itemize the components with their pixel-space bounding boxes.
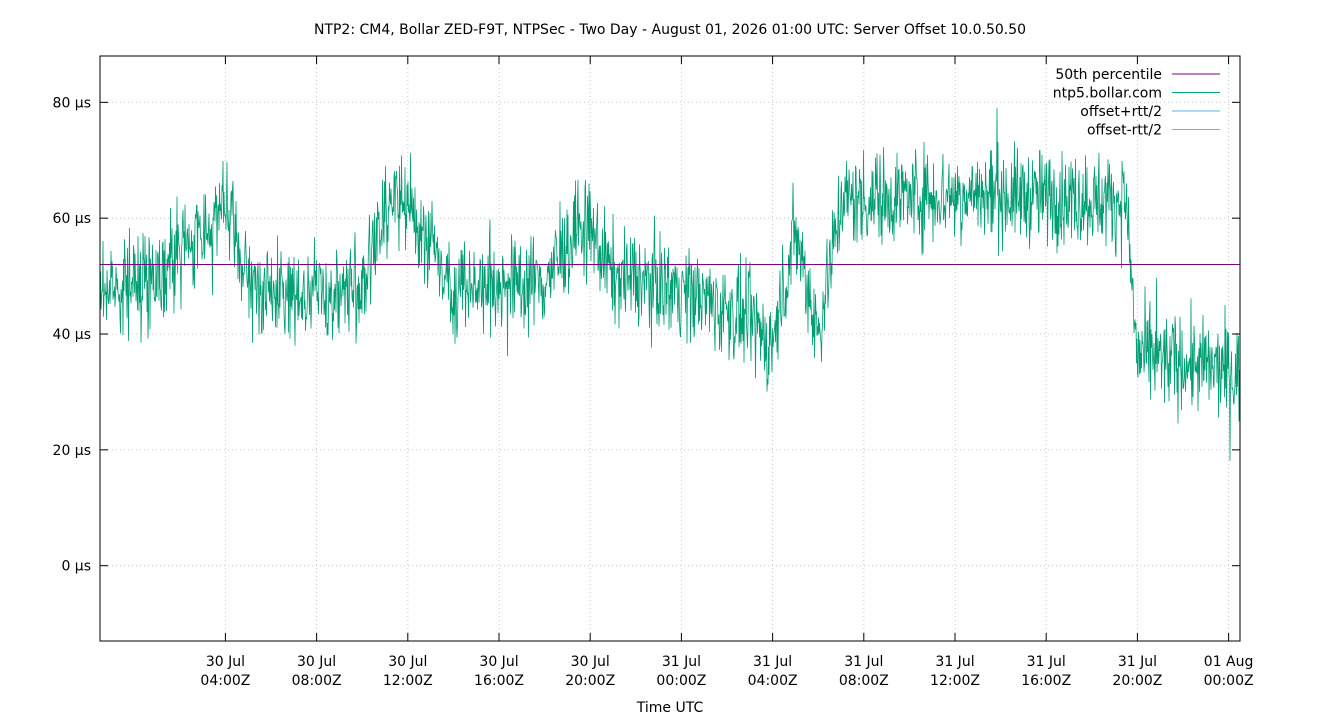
x-tick-label-date: 30 Jul (297, 654, 336, 670)
legend-label: offset-rtt/2 (1087, 123, 1162, 139)
x-tick-label-time: 12:00Z (383, 673, 433, 689)
x-tick-label-date: 30 Jul (206, 654, 245, 670)
chart-title: NTP2: CM4, Bollar ZED-F9T, NTPSec - Two … (314, 22, 1026, 38)
x-tick-label-time: 04:00Z (748, 673, 798, 689)
x-tick-label-date: 30 Jul (388, 654, 427, 670)
plot-border (99, 55, 1241, 642)
plot-series (100, 107, 1240, 461)
x-tick-label-date: 30 Jul (479, 654, 518, 670)
x-tick-label-date: 30 Jul (571, 654, 610, 670)
x-tick-label-time: 20:00Z (565, 673, 615, 689)
x-tick-label-date: 31 Jul (662, 654, 701, 670)
legend: 50th percentile ntp5.bollar.com offset+rtt… (1053, 67, 1220, 139)
x-tick-label-time: 08:00Z (292, 673, 342, 689)
x-tick-label-date: 31 Jul (753, 654, 792, 670)
x-tick-label-date: 31 Jul (1118, 654, 1157, 670)
y-tick-label: 60 µs (53, 211, 91, 227)
x-tick-label-time: 16:00Z (474, 673, 524, 689)
x-tick-label-time: 16:00Z (1021, 673, 1071, 689)
x-tick-label-date: 31 Jul (935, 654, 974, 670)
x-axis-label: Time UTC (636, 700, 704, 716)
x-tick-label-time: 04:00Z (200, 673, 250, 689)
y-tick-label: 80 µs (53, 95, 91, 111)
y-tick-label: 40 µs (53, 327, 91, 343)
series-line-ntp5 (100, 107, 1240, 461)
y-tick-label: 20 µs (53, 443, 91, 459)
x-tick-label-time: 08:00Z (839, 673, 889, 689)
x-tick-label-time: 00:00Z (656, 673, 706, 689)
legend-label: offset+rtt/2 (1080, 104, 1162, 120)
legend-label: 50th percentile (1055, 67, 1162, 83)
x-tick-label-date: 01 Aug (1204, 654, 1254, 670)
x-tick-label-time: 12:00Z (930, 673, 980, 689)
x-tick-label-time: 00:00Z (1204, 673, 1254, 689)
x-axis: 30 Jul 04:00Z 30 Jul 08:00Z 30 Jul 12:00Z 30 J… (200, 56, 1254, 689)
x-tick-label-time: 20:00Z (1112, 673, 1162, 689)
y-axis: 80 µs 60 µs 40 µs 20 µs 0 µs (53, 95, 1240, 575)
x-tick-label-date: 31 Jul (844, 654, 883, 670)
legend-label: ntp5.bollar.com (1053, 86, 1162, 102)
x-tick-label-date: 31 Jul (1027, 654, 1066, 670)
y-tick-label: 0 µs (61, 559, 91, 575)
grid-lines (100, 56, 1240, 641)
